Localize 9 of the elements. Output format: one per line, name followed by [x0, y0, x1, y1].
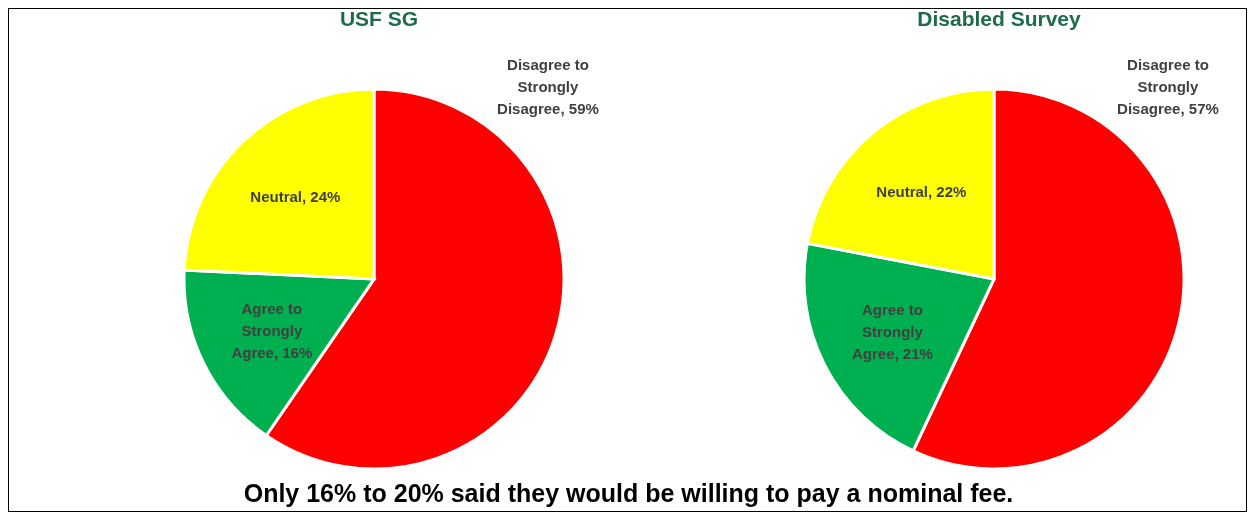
- slice-label: Agree to Strongly Agree, 21%: [851, 300, 933, 362]
- text: Only 16% to 20% said they would be willing to pay a nominal fee.: [242, 479, 1015, 508]
- slice-label: Disagree to Strongly Disagree, 57%: [1117, 55, 1219, 117]
- slice-label: Neutral, 22%: [876, 182, 967, 200]
- chart-title: Disabled Survey: [916, 8, 1082, 31]
- slice-label: Disagree to Strongly Disagree, 59%: [497, 55, 599, 117]
- chart-title: USF SG: [338, 8, 420, 31]
- slice-label: Neutral, 24%: [250, 187, 341, 205]
- slice-label: Agree to Strongly Agree, 16%: [231, 299, 313, 361]
